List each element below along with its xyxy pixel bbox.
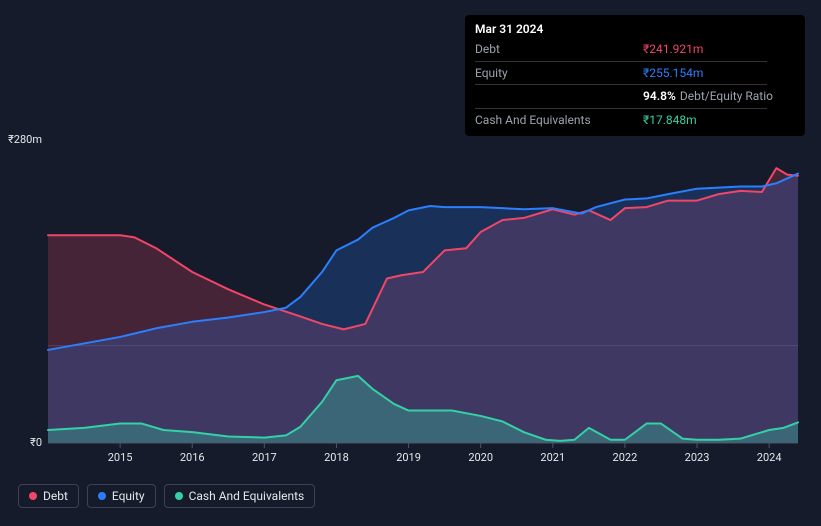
legend-label: Debt [43,489,68,503]
y-axis-label: ₹280m [2,133,42,146]
legend-dot-icon [98,492,106,500]
x-axis-label: 2020 [468,451,493,464]
x-axis-label: 2022 [613,451,638,464]
x-axis-label: 2019 [396,451,421,464]
legend-item-debt[interactable]: Debt [18,484,79,508]
x-axis-label: 2015 [108,451,133,464]
x-axis-label: 2023 [685,451,710,464]
legend-dot-icon [29,492,37,500]
x-axis-label: 2018 [324,451,349,464]
y-axis-label: ₹0 [2,436,42,449]
chart-legend: Debt Equity Cash And Equivalents [18,484,315,508]
legend-item-equity[interactable]: Equity [87,484,156,508]
debt-equity-chart [0,0,818,483]
x-axis-label: 2024 [757,451,782,464]
x-axis-label: 2016 [180,451,205,464]
legend-label: Cash And Equivalents [189,489,305,503]
legend-label: Equity [112,489,145,503]
legend-item-cash-and-equivalents[interactable]: Cash And Equivalents [164,484,316,508]
x-axis-label: 2017 [252,451,277,464]
legend-dot-icon [175,492,183,500]
x-axis-label: 2021 [540,451,565,464]
